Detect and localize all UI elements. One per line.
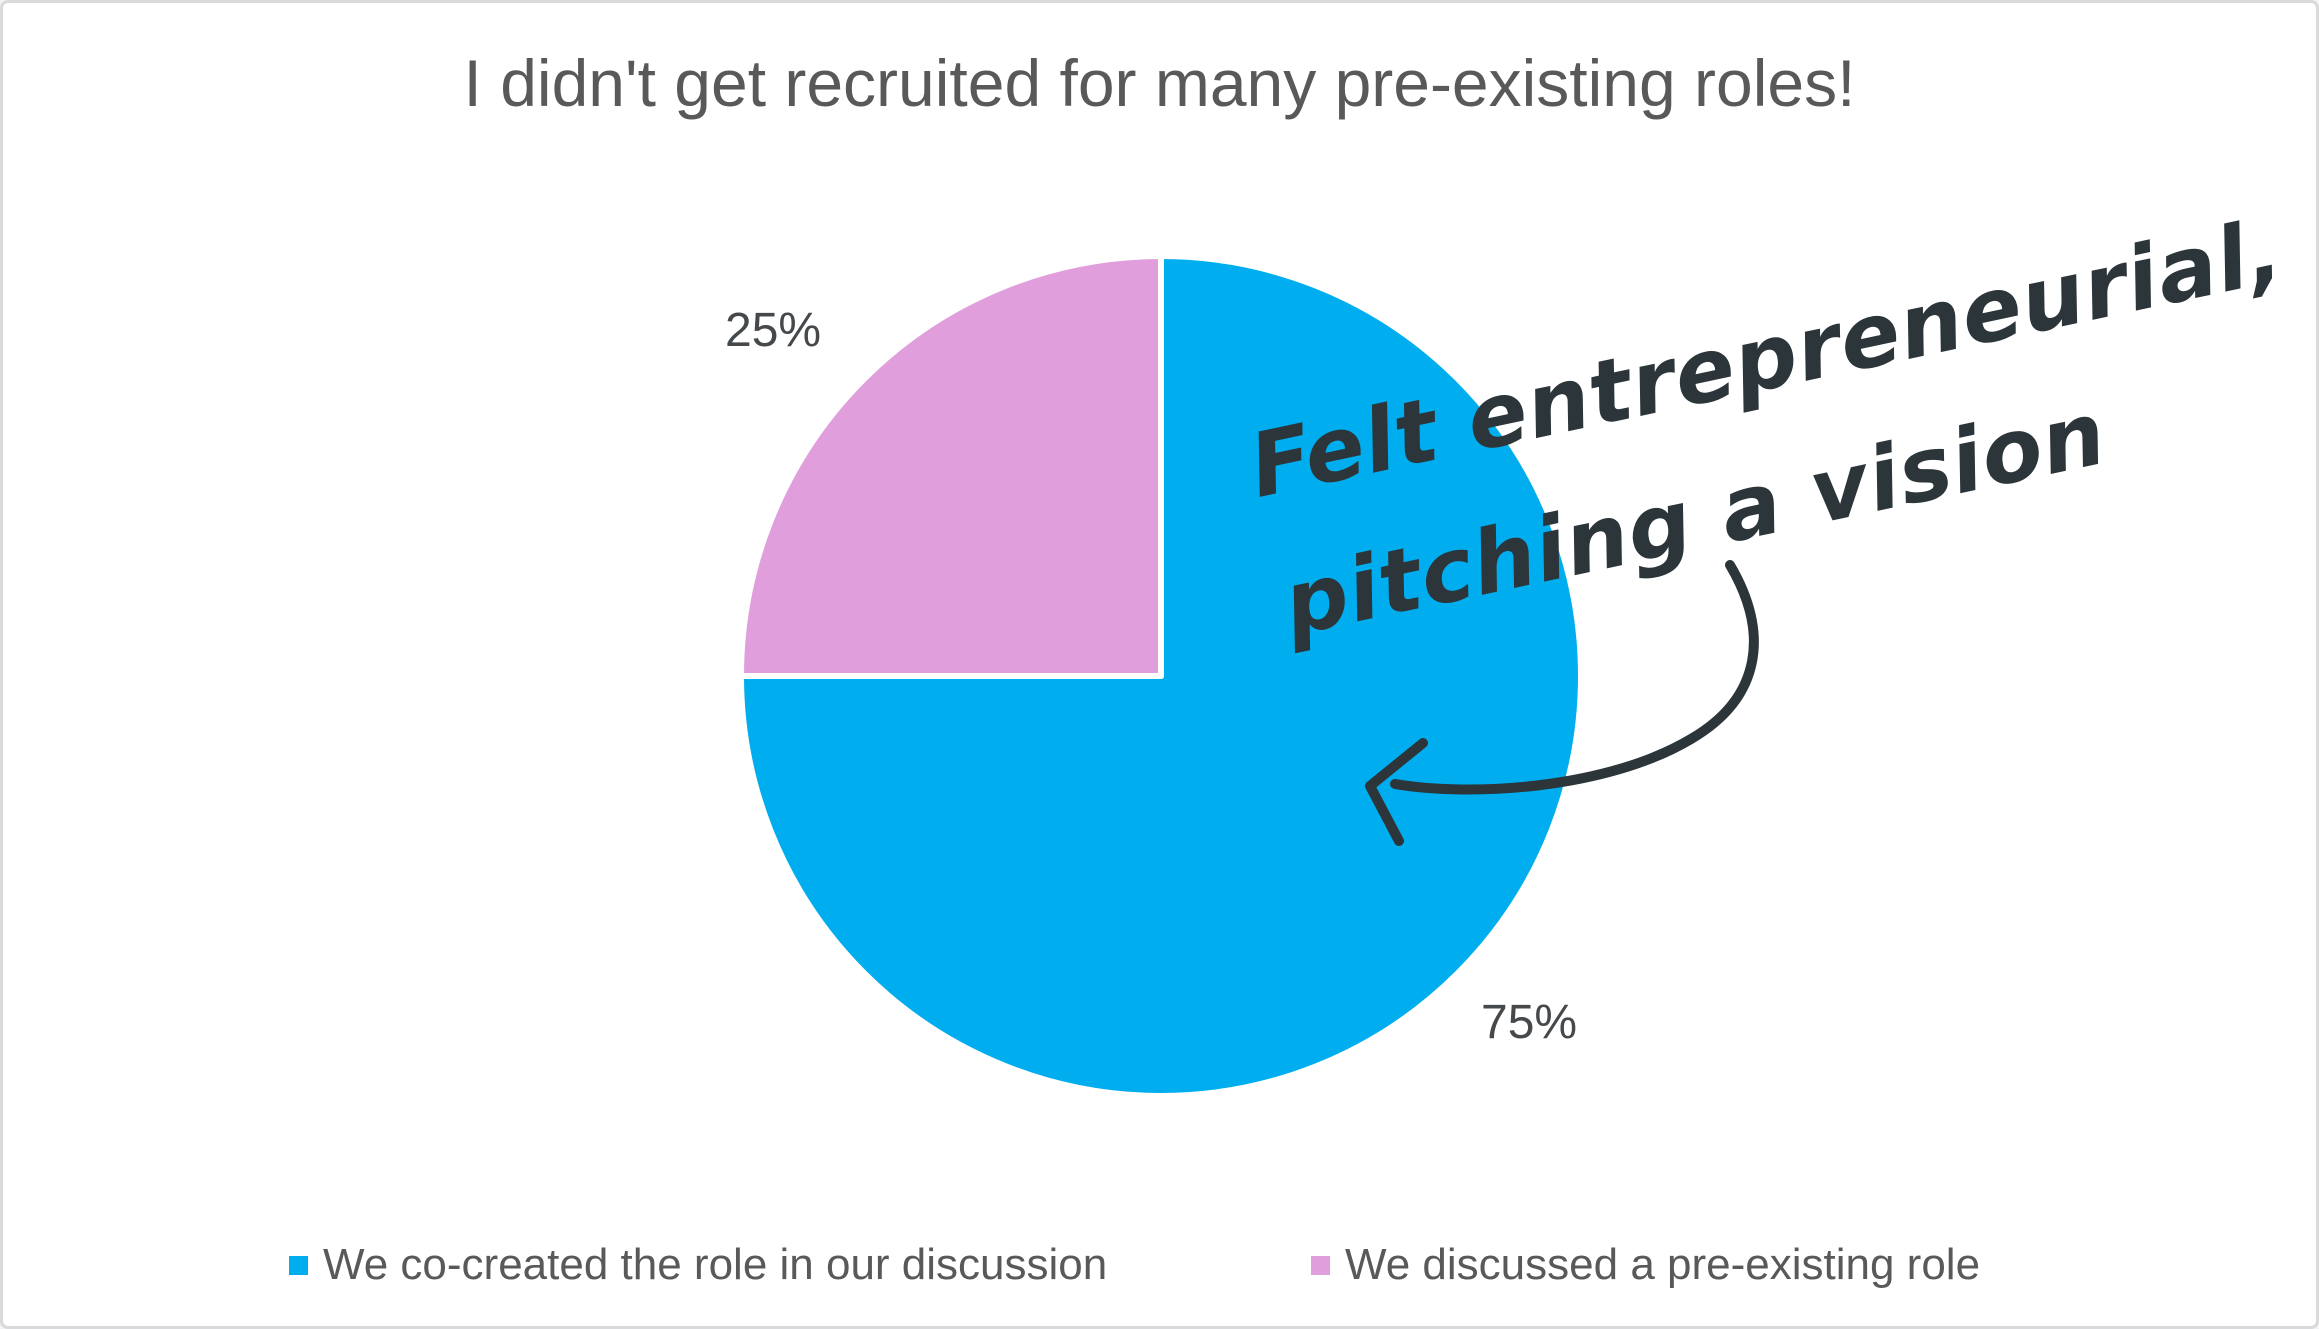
legend-swatch-pink: [1311, 1255, 1330, 1275]
annotation-arrow-curve: [1390, 560, 1759, 795]
data-label-25-percent: 25%: [725, 304, 822, 357]
chart-title: I didn't get recruited for many pre-exis…: [463, 46, 1856, 120]
legend: We co-created the role in our discussion…: [3, 1241, 2316, 1293]
legend-label-pre-existing-role: We discussed a pre-existing role: [1345, 1240, 1981, 1289]
pie-slice-pre-existing-role: [738, 253, 1164, 679]
legend-item-pre-existing-role: We discussed a pre-existing role: [1311, 1241, 1980, 1289]
pie-slice-co-created-role: [738, 253, 1584, 1099]
annotation-arrow-head: [1365, 738, 1428, 846]
legend-item-co-created-role: We co-created the role in our discussion: [289, 1241, 1107, 1289]
pie-chart: [738, 253, 1759, 1099]
annotation-arrow: [1365, 560, 1759, 846]
data-label-75-percent: 75%: [1481, 996, 1578, 1049]
legend-swatch-blue: [289, 1255, 308, 1275]
legend-label-co-created-role: We co-created the role in our discussion: [323, 1240, 1108, 1289]
